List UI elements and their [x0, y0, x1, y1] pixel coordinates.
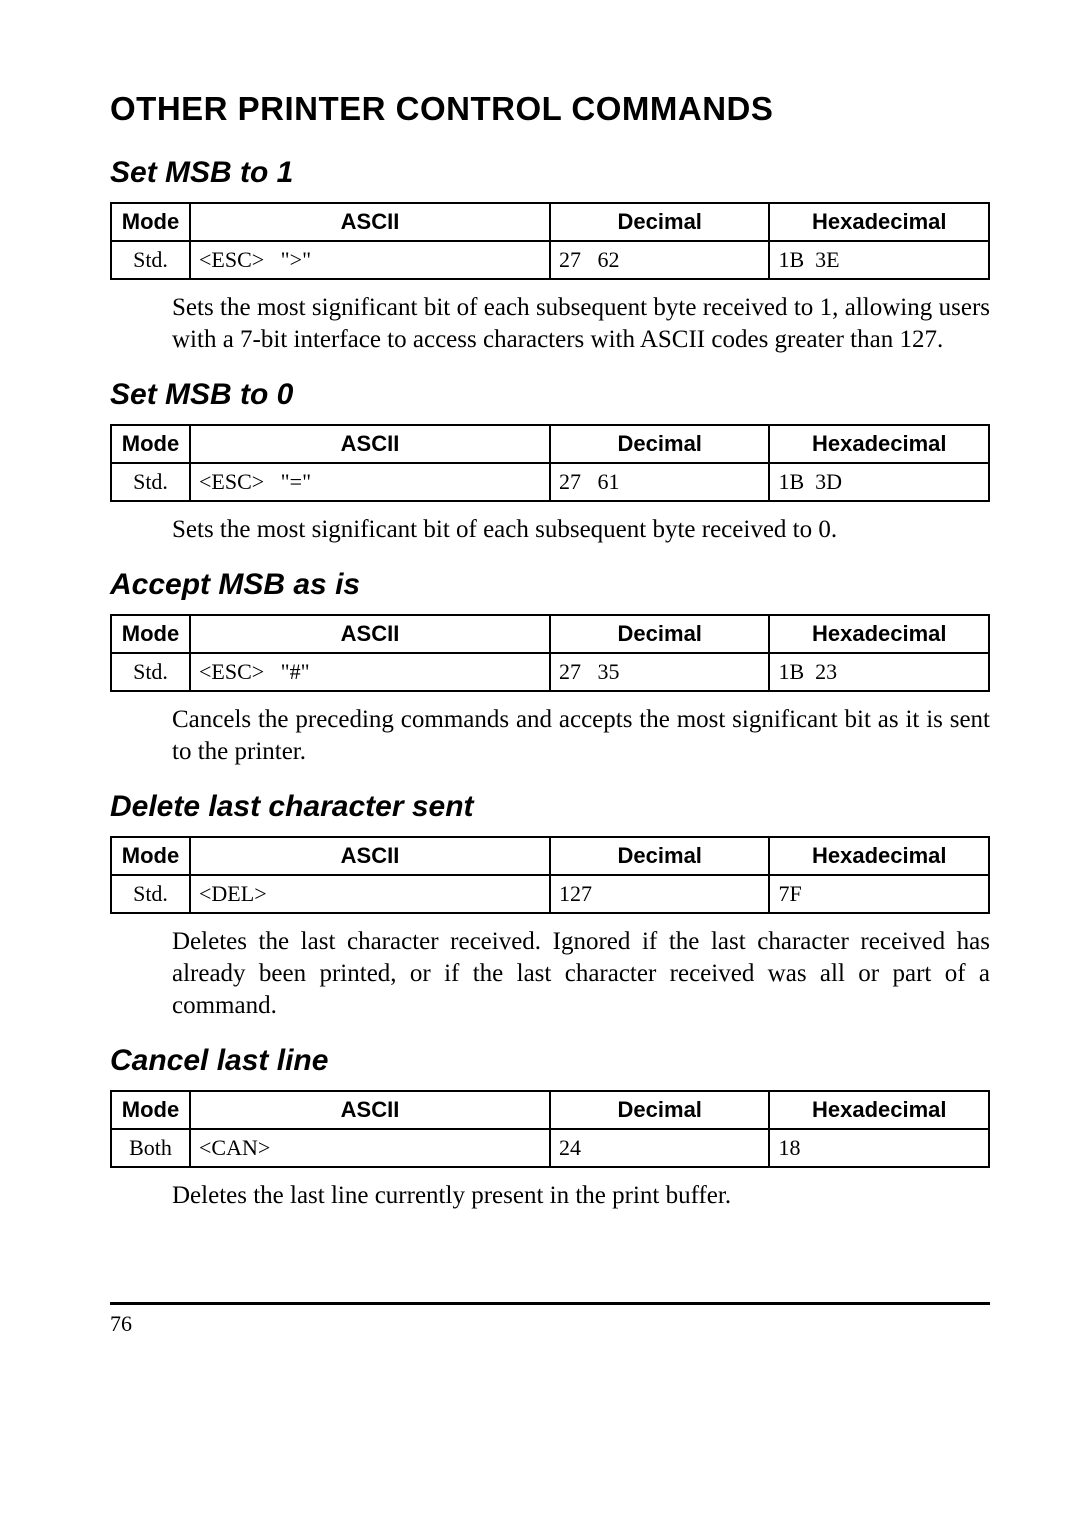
- col-decimal: Decimal: [550, 203, 770, 241]
- section-heading: Set MSB to 1: [110, 156, 990, 190]
- table-row: Std. <ESC> "#" 27 35 1B 23: [111, 653, 989, 691]
- cell-mode: Std.: [111, 875, 190, 913]
- cell-decimal: 27 61: [550, 463, 770, 501]
- col-mode: Mode: [111, 1091, 190, 1129]
- section-heading: Set MSB to 0: [110, 378, 990, 412]
- col-hex: Hexadecimal: [769, 203, 989, 241]
- cell-decimal: 27 35: [550, 653, 770, 691]
- col-ascii: ASCII: [190, 425, 550, 463]
- table-row: Both <CAN> 24 18: [111, 1129, 989, 1167]
- cell-ascii: <ESC> "=": [190, 463, 550, 501]
- col-ascii: ASCII: [190, 837, 550, 875]
- cell-hex: 18: [769, 1129, 989, 1167]
- table-header-row: Mode ASCII Decimal Hexadecimal: [111, 425, 989, 463]
- table-header-row: Mode ASCII Decimal Hexadecimal: [111, 837, 989, 875]
- main-heading: OTHER PRINTER CONTROL COMMANDS: [110, 90, 990, 128]
- col-hex: Hexadecimal: [769, 1091, 989, 1129]
- col-decimal: Decimal: [550, 1091, 770, 1129]
- command-table: Mode ASCII Decimal Hexadecimal Std. <ESC…: [110, 614, 990, 692]
- col-hex: Hexadecimal: [769, 425, 989, 463]
- cell-decimal: 24: [550, 1129, 770, 1167]
- section-heading: Accept MSB as is: [110, 568, 990, 602]
- table-row: Std. <DEL> 127 7F: [111, 875, 989, 913]
- cell-ascii: <CAN>: [190, 1129, 550, 1167]
- col-hex: Hexadecimal: [769, 615, 989, 653]
- col-ascii: ASCII: [190, 615, 550, 653]
- command-table: Mode ASCII Decimal Hexadecimal Std. <ESC…: [110, 424, 990, 502]
- table-header-row: Mode ASCII Decimal Hexadecimal: [111, 203, 989, 241]
- cell-hex: 1B 3E: [769, 241, 989, 279]
- section-heading: Cancel last line: [110, 1044, 990, 1078]
- col-ascii: ASCII: [190, 1091, 550, 1129]
- cell-hex: 7F: [769, 875, 989, 913]
- col-mode: Mode: [111, 837, 190, 875]
- cell-mode: Both: [111, 1129, 190, 1167]
- col-decimal: Decimal: [550, 615, 770, 653]
- cell-decimal: 127: [550, 875, 770, 913]
- table-row: Std. <ESC> "=" 27 61 1B 3D: [111, 463, 989, 501]
- table-header-row: Mode ASCII Decimal Hexadecimal: [111, 1091, 989, 1129]
- command-description: Deletes the last line currently present …: [172, 1180, 990, 1212]
- table-header-row: Mode ASCII Decimal Hexadecimal: [111, 615, 989, 653]
- cell-mode: Std.: [111, 463, 190, 501]
- col-decimal: Decimal: [550, 837, 770, 875]
- command-description: Deletes the last character received. Ign…: [172, 926, 990, 1022]
- col-mode: Mode: [111, 203, 190, 241]
- table-row: Std. <ESC> ">" 27 62 1B 3E: [111, 241, 989, 279]
- command-description: Sets the most significant bit of each su…: [172, 514, 990, 546]
- command-table: Mode ASCII Decimal Hexadecimal Std. <DEL…: [110, 836, 990, 914]
- col-ascii: ASCII: [190, 203, 550, 241]
- section-heading: Delete last character sent: [110, 790, 990, 824]
- command-description: Sets the most significant bit of each su…: [172, 292, 990, 356]
- command-table: Mode ASCII Decimal Hexadecimal Both <CAN…: [110, 1090, 990, 1168]
- command-table: Mode ASCII Decimal Hexadecimal Std. <ESC…: [110, 202, 990, 280]
- command-description: Cancels the preceding commands and accep…: [172, 704, 990, 768]
- col-mode: Mode: [111, 615, 190, 653]
- cell-decimal: 27 62: [550, 241, 770, 279]
- cell-hex: 1B 23: [769, 653, 989, 691]
- cell-ascii: <DEL>: [190, 875, 550, 913]
- cell-mode: Std.: [111, 241, 190, 279]
- cell-ascii: <ESC> ">": [190, 241, 550, 279]
- col-decimal: Decimal: [550, 425, 770, 463]
- col-mode: Mode: [111, 425, 190, 463]
- cell-mode: Std.: [111, 653, 190, 691]
- page-number: 76: [110, 1311, 132, 1336]
- col-hex: Hexadecimal: [769, 837, 989, 875]
- cell-ascii: <ESC> "#": [190, 653, 550, 691]
- page-footer: 76: [110, 1302, 990, 1337]
- cell-hex: 1B 3D: [769, 463, 989, 501]
